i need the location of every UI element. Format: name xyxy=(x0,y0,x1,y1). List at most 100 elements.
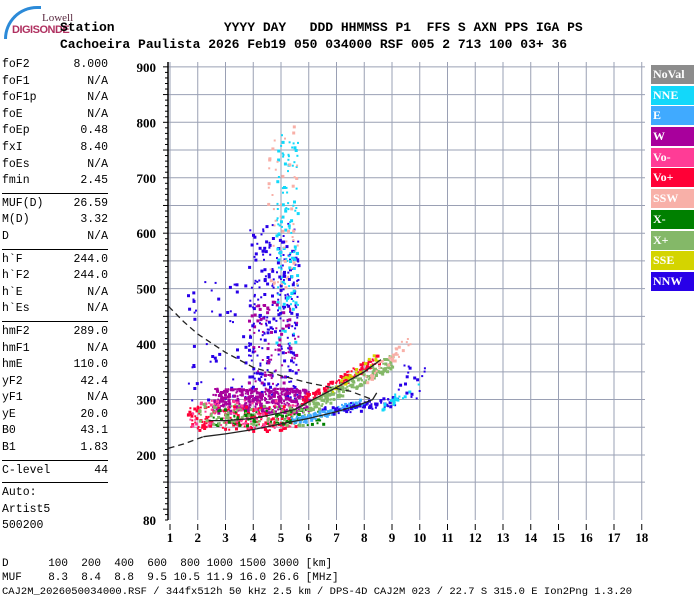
echo-point-nne xyxy=(383,403,387,407)
echo-point-nnw xyxy=(275,384,278,387)
echo-point-nne xyxy=(278,224,281,227)
echo-point-nnw xyxy=(257,298,260,301)
echo-point-nnw xyxy=(249,342,252,346)
echo-point-nnw xyxy=(287,342,290,345)
param-row-fof1p: foF1p N/A xyxy=(2,91,108,108)
echo-point-nne xyxy=(280,144,283,147)
echo-point-xplus xyxy=(383,358,387,361)
echo-point-e xyxy=(312,413,315,415)
profile-curve-dashed xyxy=(168,436,204,449)
echo-point-xminus xyxy=(296,417,300,421)
x-tick-label: 5 xyxy=(278,530,285,545)
echo-point-w xyxy=(269,396,273,400)
echo-point-nne xyxy=(288,141,291,144)
echo-point-xminus xyxy=(255,424,258,427)
echo-point-w xyxy=(267,374,270,376)
echo-point-w xyxy=(281,364,284,367)
echo-point-nne xyxy=(278,251,281,254)
echo-point-xplus xyxy=(391,365,395,369)
digisonde-logo: Lowell DIGISONDE xyxy=(4,6,73,40)
echo-point-xplus xyxy=(360,383,364,387)
echo-point-xplus xyxy=(323,400,326,403)
echo-point-xminus xyxy=(310,422,314,426)
echo-point-nnw xyxy=(266,282,270,286)
echo-point-e xyxy=(298,416,302,420)
echo-point-w xyxy=(217,411,221,415)
echo-point-nne xyxy=(403,395,407,399)
echo-point-nne xyxy=(394,395,397,398)
echo-point-xplus xyxy=(266,417,270,421)
x-tick-label: 13 xyxy=(497,530,511,545)
echo-point-voplus xyxy=(305,399,309,403)
echo-point-nnw xyxy=(248,344,251,347)
echo-point-voplus xyxy=(254,415,257,418)
echo-point-nnw xyxy=(407,365,410,368)
echo-point-xplus xyxy=(285,423,289,427)
echo-point-nnw xyxy=(271,284,274,287)
echo-point-nne xyxy=(286,191,289,194)
echo-point-voplus xyxy=(358,368,361,371)
echo-point-w xyxy=(268,401,271,404)
echo-point-nne xyxy=(292,204,295,207)
echo-point-xplus xyxy=(351,385,354,388)
echo-point-voplus xyxy=(228,428,231,431)
echo-point-ssw xyxy=(272,283,275,286)
echo-point-xplus xyxy=(258,420,261,423)
echo-point-w xyxy=(278,395,282,398)
echo-point-voplus xyxy=(376,354,380,358)
echo-point-nne xyxy=(276,208,279,210)
echo-point-xplus xyxy=(341,394,345,398)
echo-point-xplus xyxy=(342,390,345,393)
echo-point-w xyxy=(229,395,232,398)
echo-point-xplus xyxy=(376,370,380,374)
echo-point-nnw xyxy=(355,405,359,409)
echo-point-ssw xyxy=(269,268,272,271)
echo-point-nne xyxy=(287,224,291,228)
echo-point-voplus xyxy=(331,382,334,385)
echo-point-xplus xyxy=(270,422,273,425)
echo-point-w xyxy=(273,300,277,304)
echo-point-voplus xyxy=(374,354,378,358)
echo-point-voplus xyxy=(189,407,192,410)
echo-point-w xyxy=(260,402,263,405)
echo-point-voplus xyxy=(244,420,247,423)
echo-point-w xyxy=(257,370,259,373)
logo-text-lowell: Lowell xyxy=(42,12,74,24)
profile-curve-solid xyxy=(203,392,378,438)
echo-point-ssw xyxy=(290,267,293,270)
echo-point-w xyxy=(297,408,300,411)
echo-point-nne xyxy=(293,200,296,204)
echo-point-ssw xyxy=(372,375,375,378)
echo-point-nnw xyxy=(250,243,254,247)
echo-point-ssw xyxy=(292,239,295,242)
mode-legend: NoVal NNE E W Vo- Vo+ SSW X- X+ SSE NNW xyxy=(651,65,694,293)
echo-point-w xyxy=(265,388,268,391)
echo-point-e xyxy=(306,414,310,418)
echo-point-vominus xyxy=(233,412,235,415)
echo-point-nne xyxy=(281,328,285,332)
echo-point-xplus xyxy=(308,402,312,406)
echo-point-voplus xyxy=(198,412,201,415)
echo-point-xplus xyxy=(346,385,349,388)
echo-point-xplus xyxy=(232,419,236,423)
echo-point-voplus xyxy=(194,415,197,418)
echo-point-w xyxy=(267,388,271,392)
param-name: foE xyxy=(2,107,23,121)
echo-point-nnw xyxy=(293,354,296,357)
echo-point-vominus xyxy=(216,404,220,407)
y-tick-label: 600 xyxy=(137,226,157,241)
echo-point-w xyxy=(283,400,285,403)
param-row-fxi: fxI 8.40 xyxy=(2,141,108,158)
echo-point-w xyxy=(273,395,275,398)
echo-point-xminus xyxy=(233,414,236,417)
echo-point-w xyxy=(287,390,289,393)
echo-point-voplus xyxy=(217,406,220,409)
echo-point-nnw xyxy=(290,298,293,300)
echo-point-e xyxy=(318,411,322,415)
echo-point-voplus xyxy=(322,387,326,391)
echo-point-nnw xyxy=(279,329,281,332)
echo-point-ssw xyxy=(292,125,296,129)
echo-point-ssw xyxy=(272,281,276,285)
echo-point-w xyxy=(224,401,228,405)
echo-point-nnw xyxy=(233,283,236,286)
